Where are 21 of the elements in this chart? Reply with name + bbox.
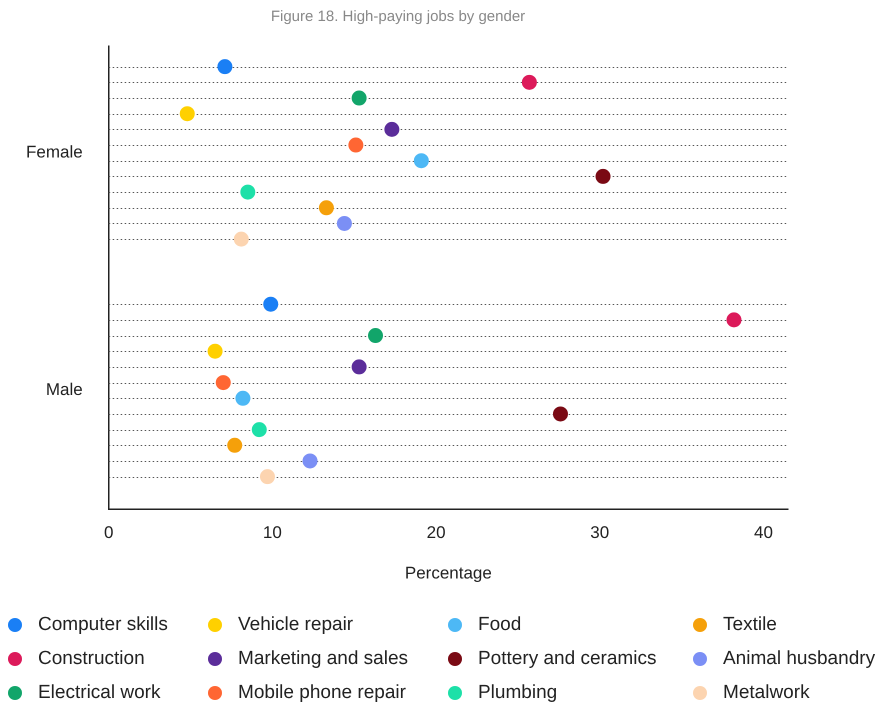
legend-label: Plumbing — [478, 682, 558, 704]
x-tick-label: 10 — [262, 523, 282, 542]
legend-label: Textile — [723, 614, 777, 636]
legend-label: Metalwork — [723, 682, 810, 704]
legend-label: Electrical work — [38, 682, 160, 704]
chart-title: Figure 18. High-paying jobs by gender — [270, 8, 526, 26]
legend-label: Marketing and sales — [238, 648, 408, 670]
legend-label: Animal husbandry — [723, 648, 876, 670]
x-tick-label: 40 — [754, 523, 773, 542]
legend-label: Vehicle repair — [238, 614, 354, 636]
x-tick-label: 0 — [104, 523, 114, 542]
legend-label: Mobile phone repair — [238, 682, 406, 704]
y-tick-label: Male — [46, 380, 83, 400]
legend-label: Computer skills — [38, 614, 168, 636]
legend-label: Pottery and ceramics — [478, 648, 656, 670]
legend-label: Construction — [38, 648, 145, 670]
x-tick-label: 30 — [590, 523, 610, 542]
y-tick-label: Female — [26, 142, 83, 162]
x-axis-title: Percentage — [404, 563, 492, 582]
legend-label: Food — [478, 614, 522, 636]
x-tick-label: 20 — [426, 523, 446, 542]
